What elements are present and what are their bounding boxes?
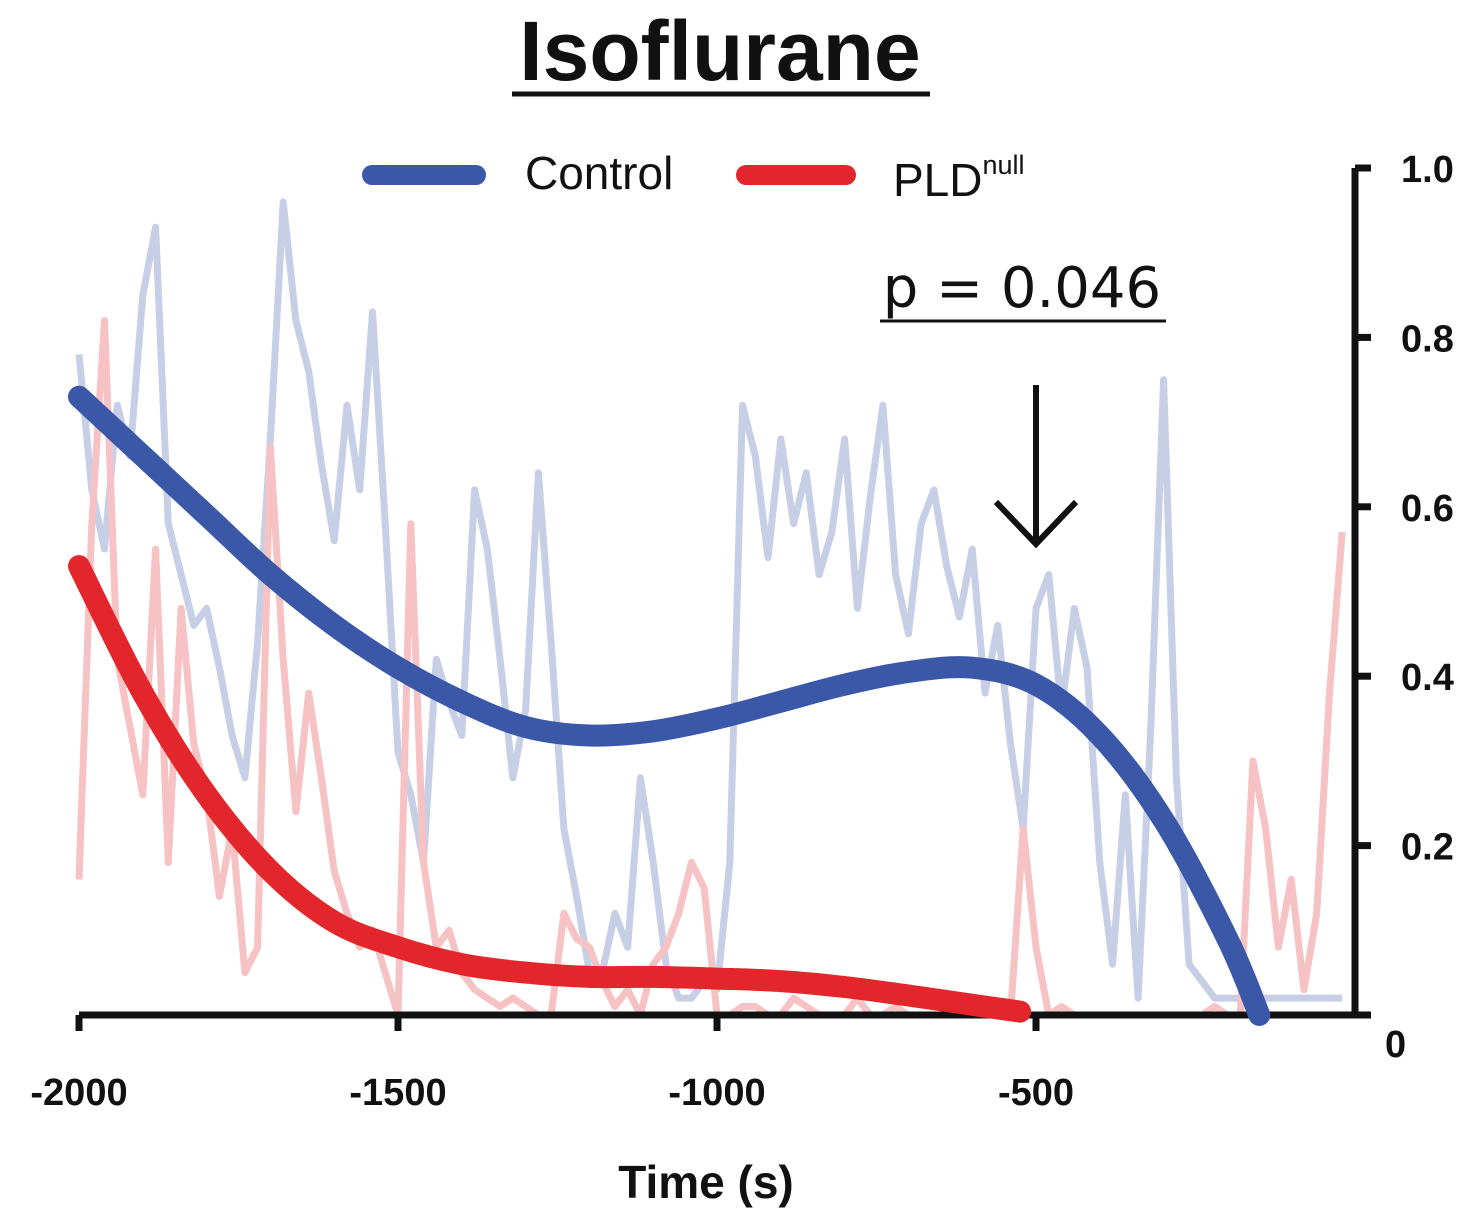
y-tick-label: 0.6 [1401, 488, 1454, 530]
x-tick-label: -2000 [30, 1072, 127, 1114]
y-tick-label: 0.2 [1401, 827, 1454, 869]
x-tick-label: -1500 [349, 1072, 446, 1114]
chart-legend: Control PLDnull [362, 147, 1025, 206]
x-tick-label: -500 [998, 1072, 1074, 1114]
significance-annotation: p = 0.046 [880, 256, 1166, 549]
x-tick-label: -1000 [668, 1072, 765, 1114]
legend-label-pld-main: PLD [893, 154, 982, 206]
y-tick-label: 0 [1385, 1024, 1406, 1066]
p-value-label: p = 0.046 [883, 256, 1161, 321]
legend-label-control: Control [525, 147, 673, 199]
legend-label-pld-null: PLDnull [893, 150, 1025, 206]
fitted-curves [68, 385, 1271, 1026]
series-pld-null-fit-line [68, 555, 1032, 1023]
tick-labels: -2000 -1500 -1000 -500 0 0.2 0.4 0.6 0.8 1.0 [30, 149, 1453, 1114]
legend-label-pld-superscript: null [982, 150, 1024, 180]
y-tick-label: 0.8 [1401, 318, 1454, 360]
down-arrow-icon [993, 385, 1079, 549]
x-axis-label: Time (s) [618, 1156, 794, 1208]
raw-traces [75, 198, 1346, 1019]
y-tick-label: 1.0 [1401, 149, 1454, 191]
chart-title: Isoflurane [519, 4, 920, 98]
arrow-head [993, 499, 1079, 549]
series-control-fit-line [68, 385, 1271, 1026]
axes [75, 164, 1371, 1031]
y-tick-label: 0.4 [1401, 657, 1454, 699]
